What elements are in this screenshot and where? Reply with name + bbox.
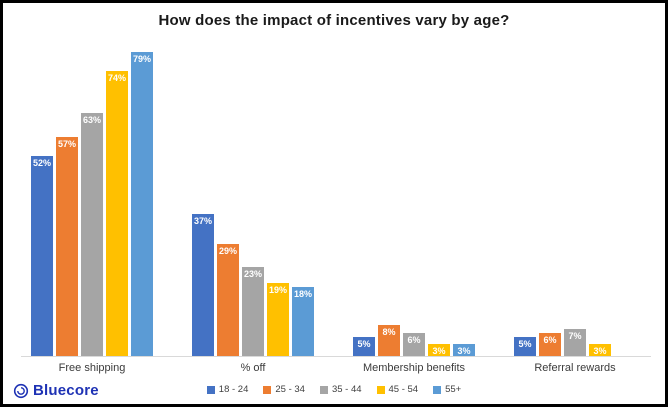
bar-value-label: 23%: [243, 269, 262, 279]
bar: 6%: [403, 333, 425, 356]
bar: 8%: [378, 325, 400, 356]
x-axis-line: [21, 356, 651, 357]
bar: 3%: [453, 344, 475, 356]
bar: 57%: [56, 137, 78, 356]
brand-name: Bluecore: [33, 382, 99, 399]
bar-value-label: 5%: [357, 339, 371, 349]
bar-group: 37% 29% 23% 19% 18%: [192, 43, 314, 356]
bar: 5%: [353, 337, 375, 356]
category-label: Membership benefits: [362, 362, 466, 374]
bar: 23%: [242, 267, 264, 356]
legend-swatch: [319, 385, 328, 394]
bar-value-label: 3%: [593, 346, 607, 356]
bar-value-label: 52%: [32, 158, 51, 168]
legend-item: 25 - 34: [263, 384, 305, 395]
legend-item: 55+: [433, 384, 461, 395]
legend-item: 45 - 54: [376, 384, 419, 395]
legend: 18 - 24 25 - 34 35 - 44 45 - 54 55+: [3, 384, 665, 395]
bar-value-label: 57%: [57, 139, 76, 149]
category-label: Referral rewards: [534, 362, 616, 374]
legend-swatch: [263, 385, 272, 394]
legend-label: 35 - 44: [331, 384, 362, 395]
bar: 7%: [564, 329, 586, 356]
category-label: Free shipping: [58, 362, 126, 374]
chart-title: How does the impact of incentives vary b…: [158, 12, 510, 29]
legend-label: 18 - 24: [218, 384, 249, 395]
bar-value-label: 3%: [457, 346, 471, 356]
legend-swatch: [433, 385, 442, 394]
legend-item: 35 - 44: [319, 384, 362, 395]
bar-group: 5% 8% 6% 3% 3%: [353, 43, 475, 356]
legend-label: 45 - 54: [388, 384, 419, 395]
bar: 52%: [31, 156, 53, 356]
bar-group: 5% 6% 7% 3%: [514, 43, 636, 356]
bar-value-label: 5%: [518, 339, 532, 349]
brand-logo: Bluecore: [13, 382, 99, 399]
bar-value-label: 6%: [543, 335, 557, 345]
plot-area: 52% 57% 63% 74% 79% 37% 29% 23% 19% 18% 5% 8% 6% 3% 3%…: [31, 43, 636, 356]
bar-value-label: 6%: [407, 335, 421, 345]
bar: 19%: [267, 283, 289, 356]
bar: 5%: [514, 337, 536, 356]
bar-value-label: 37%: [193, 216, 212, 226]
bar-value-label: 74%: [107, 73, 126, 83]
bar-value-label: 63%: [82, 115, 101, 125]
bar: 29%: [217, 244, 239, 356]
bar-value-label: 79%: [132, 54, 151, 64]
bluecore-ring-icon: [13, 383, 29, 398]
legend-swatch: [376, 385, 385, 394]
bar-value-label: 18%: [293, 289, 312, 299]
legend-label: 25 - 34: [275, 384, 305, 395]
bar-value-label: 7%: [568, 331, 582, 341]
bar: 79%: [131, 52, 153, 356]
bar-value-label: 29%: [218, 246, 237, 256]
category-label: % off: [240, 362, 266, 374]
bar: 37%: [192, 214, 214, 356]
bar-value-label: 3%: [432, 346, 446, 356]
legend-item: 18 - 24: [206, 384, 249, 395]
bar: 6%: [539, 333, 561, 356]
bar: 18%: [292, 287, 314, 356]
bar: 74%: [106, 71, 128, 356]
bar: 63%: [81, 113, 103, 356]
bar-value-label: 8%: [382, 327, 396, 337]
bar-group: 52% 57% 63% 74% 79%: [31, 43, 153, 356]
bar: 3%: [428, 344, 450, 356]
legend-swatch: [206, 385, 215, 394]
bar-value-label: 19%: [268, 285, 287, 295]
category-axis-labels: Free shipping % off Membership benefits Ref…: [31, 362, 636, 374]
legend-label: 55+: [445, 384, 462, 395]
bar: 3%: [589, 344, 611, 356]
